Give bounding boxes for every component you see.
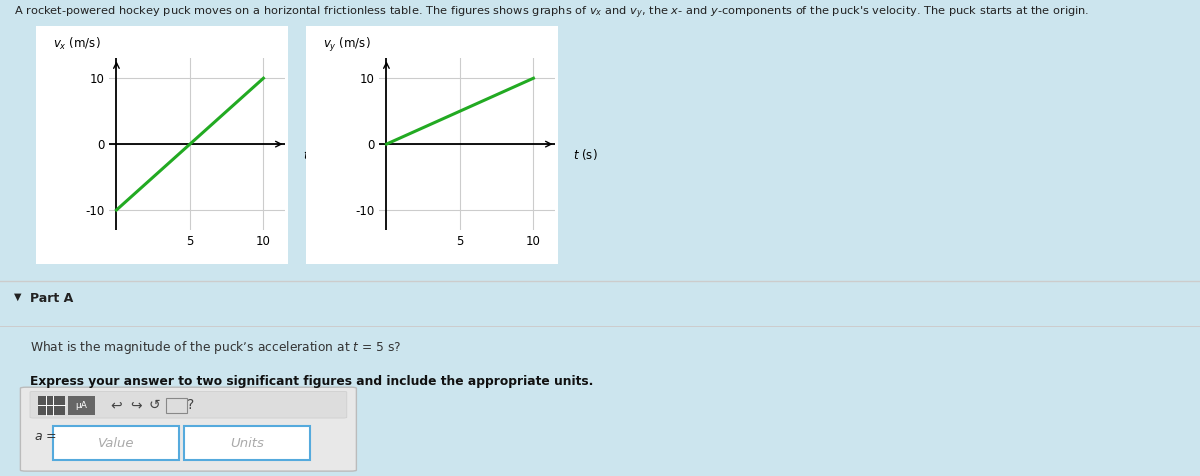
Text: ↺: ↺ (149, 398, 161, 412)
Text: Units: Units (230, 436, 264, 450)
Text: $v_y$ (m/s): $v_y$ (m/s) (323, 36, 371, 54)
Text: $v_x$ (m/s): $v_x$ (m/s) (53, 36, 101, 52)
Text: A rocket-powered hockey puck moves on a horizontal frictionless table. The figur: A rocket-powered hockey puck moves on a … (14, 4, 1090, 20)
Bar (166, 398, 187, 413)
Text: Part A: Part A (30, 292, 73, 305)
Text: μA: μA (76, 401, 88, 410)
Text: ▼: ▼ (14, 292, 22, 302)
Text: ↩: ↩ (110, 398, 122, 412)
Text: Express your answer to two significant figures and include the appropriate units: Express your answer to two significant f… (30, 375, 593, 387)
Text: ?: ? (187, 398, 194, 412)
Text: ↪: ↪ (130, 398, 142, 412)
Text: Value: Value (98, 436, 134, 450)
FancyBboxPatch shape (30, 391, 347, 418)
Text: What is the magnitude of the puck’s acceleration at $t$ = 5 s?: What is the magnitude of the puck’s acce… (30, 339, 401, 357)
Text: $t$ (s): $t$ (s) (574, 147, 598, 162)
FancyBboxPatch shape (184, 426, 310, 460)
Text: $a$ =: $a$ = (34, 430, 56, 444)
FancyBboxPatch shape (53, 426, 179, 460)
Bar (38, 396, 65, 415)
FancyBboxPatch shape (20, 387, 356, 471)
Text: $t$ (s): $t$ (s) (304, 147, 328, 162)
Bar (68, 396, 95, 415)
